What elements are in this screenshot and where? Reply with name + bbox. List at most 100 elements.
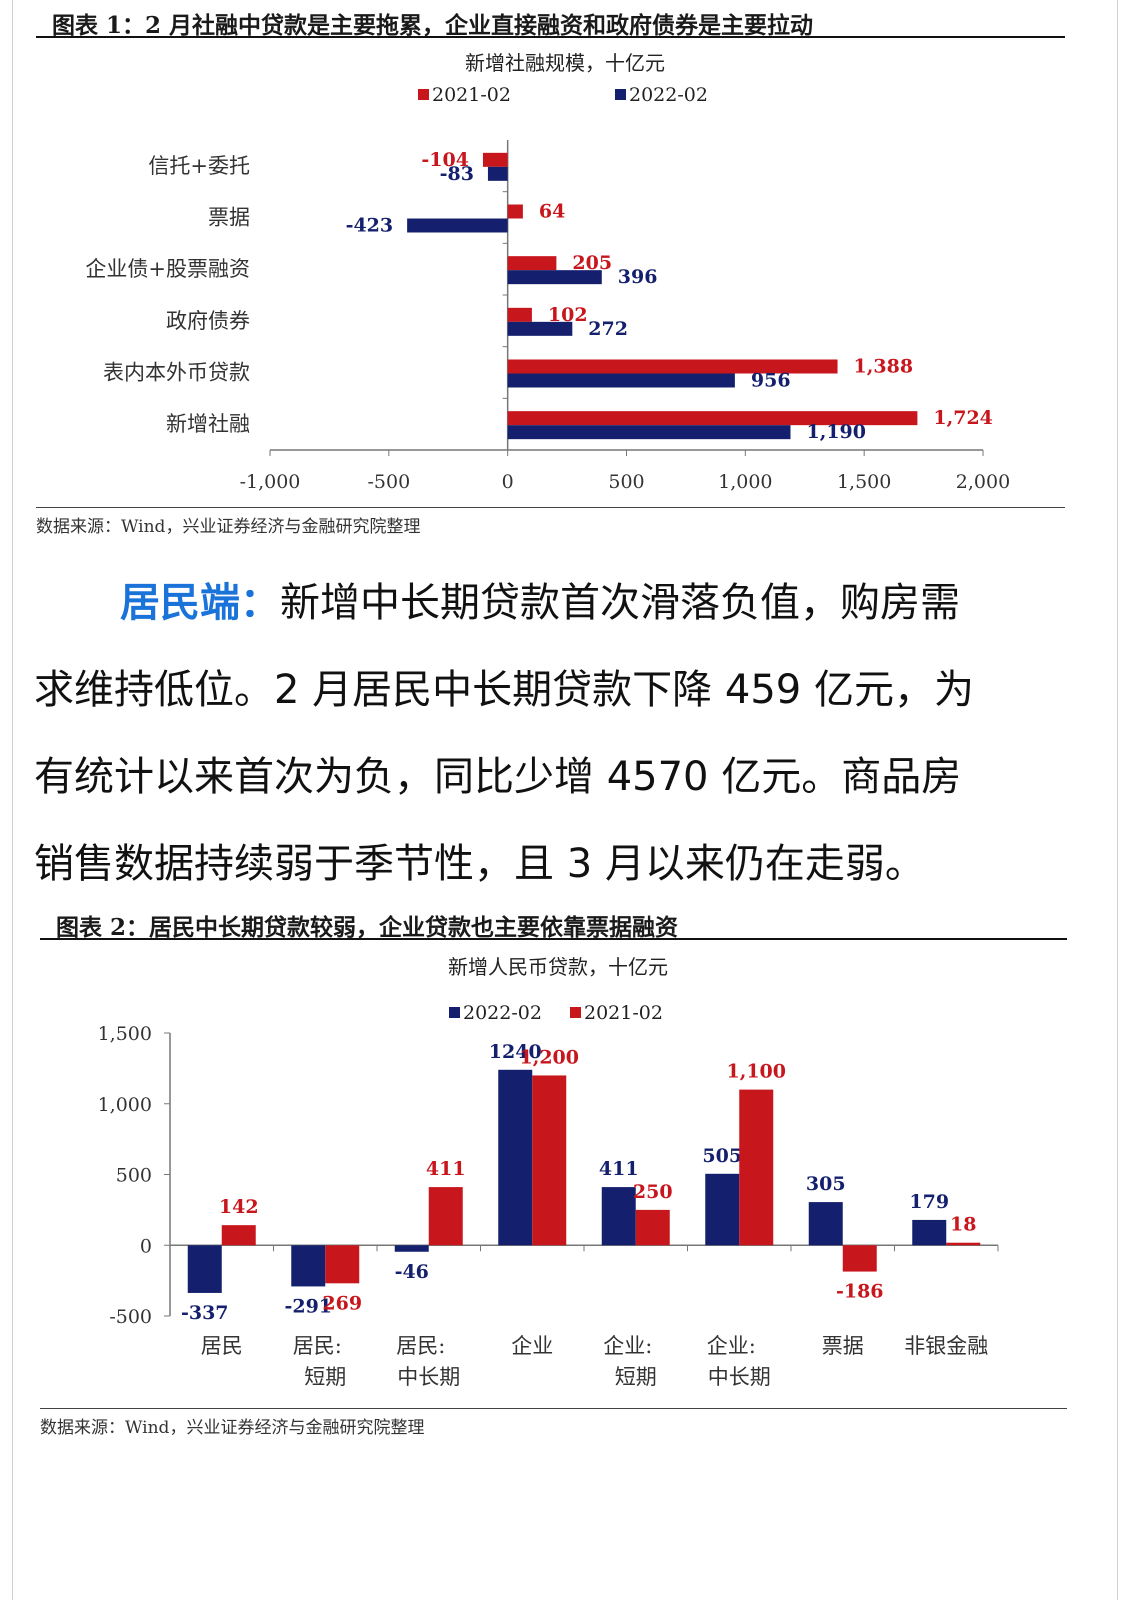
paragraph-line-4: 销售数据持续弱于季节性，且 3 月以来仍在走弱。 — [34, 841, 925, 887]
figure1-data-label: 1,724 — [933, 407, 993, 429]
figure2-bar-2022 — [291, 1245, 326, 1287]
figure2-category-label: 票据 — [822, 1334, 864, 1358]
figure1-bar-2021 — [507, 307, 532, 322]
figure2-data-label: 1,200 — [520, 1046, 580, 1068]
figure1-legend-swatch — [418, 89, 429, 100]
figure2-legend-swatch — [570, 1007, 581, 1018]
figure1-data-label: 396 — [618, 266, 658, 288]
figure2-legend-label: 2022-02 — [463, 1002, 542, 1024]
figure2-legend-label: 2021-02 — [584, 1002, 663, 1024]
figure1-x-tick-label: -1,000 — [240, 471, 301, 493]
figure1-data-label: 102 — [548, 304, 588, 326]
figure2-bar-2021 — [221, 1225, 256, 1246]
figure2-y-tick-label: 1,500 — [98, 1023, 152, 1045]
figure1-data-label: 956 — [751, 370, 791, 392]
figure1-data-label: -423 — [346, 215, 394, 237]
figure2-bar-2021 — [325, 1245, 360, 1284]
paragraph-line-2: 求维持低位。2 月居民中长期贷款下降 459 亿元，为 — [34, 667, 974, 713]
figure1-category-label: 企业债+股票融资 — [85, 257, 250, 281]
figure1-data-label: 272 — [588, 318, 628, 340]
figure2-bar-2022 — [187, 1245, 222, 1293]
figure2-category-label: 短期 — [615, 1365, 657, 1389]
paragraph-line-3: 有统计以来首次为负，同比少增 4570 亿元。商品房 — [34, 754, 962, 800]
figure2-data-label: 411 — [426, 1158, 466, 1180]
figure2-data-label: 250 — [633, 1181, 673, 1203]
figure2-data-label: 269 — [322, 1292, 362, 1314]
figure2-bar-2022 — [498, 1069, 533, 1246]
page-frame-right — [1117, 0, 1118, 1600]
figure1-x-tick-label: 1,500 — [837, 471, 891, 493]
figure1-data-label: -83 — [440, 163, 474, 185]
figure2-bar-2022 — [912, 1219, 947, 1246]
figure2-chart: 新增人民币贷款，十亿元 2022-02 2021-02 -500 0 500 1,000 1,… — [98, 955, 999, 1389]
figure1-x-tick-label: -500 — [367, 471, 410, 493]
figure2-title-rule — [40, 938, 1067, 940]
figure1-legend-swatch — [615, 89, 626, 100]
figure2-bar-2022 — [808, 1202, 843, 1246]
figure2-category-label: 居民 — [201, 1334, 243, 1358]
figure2-source-rule — [40, 1408, 1067, 1409]
figure1-bar-2021 — [507, 204, 523, 219]
figure2-data-label: 505 — [702, 1145, 742, 1167]
figure2-data-label: 142 — [219, 1196, 259, 1218]
figure2-category-label: 企业 — [511, 1334, 553, 1358]
paragraph-text-1: 新增中长期贷款首次滑落负值，购房需 — [280, 580, 960, 626]
figure2-data-label: -186 — [836, 1281, 884, 1303]
figure1-data-label: 1,190 — [806, 421, 866, 443]
figure1-bar-2021 — [482, 152, 508, 167]
paragraph-line-1: 居民端：新增中长期贷款首次滑落负值，购房需 — [34, 570, 1104, 628]
figure2-category-label: 居民: — [293, 1334, 342, 1358]
figure2-bar-2021 — [532, 1075, 567, 1246]
figure2-y-tick-label: 1,000 — [98, 1094, 152, 1116]
figure2-data-label: -337 — [181, 1302, 229, 1324]
figure1-data-label: -104 — [421, 149, 469, 171]
figure2-data-label: 305 — [806, 1173, 846, 1195]
paragraph-lead: 居民端： — [120, 580, 280, 626]
figure2-bar-2021 — [739, 1089, 774, 1246]
figure1-chart: 新增社融规模，十亿元 2021-02 2022-02 -1,000 -500 0 500 1,… — [85, 51, 1010, 493]
figure1-x-tick-label: 500 — [608, 471, 644, 493]
figure1-category-label: 信托+委托 — [148, 154, 250, 178]
figure2-y-tick-label: 0 — [140, 1235, 152, 1257]
figure2-bar-2021 — [428, 1187, 463, 1246]
figure2-data-label: 1240 — [489, 1041, 542, 1063]
figure1-bar-2021 — [507, 256, 557, 271]
figure2-source: 数据来源：Wind，兴业证券经济与金融研究院整理 — [40, 1418, 425, 1438]
figure2-bar-2022 — [601, 1187, 636, 1246]
figure1-data-label: 64 — [539, 201, 565, 223]
figure2-y-tick-label: 500 — [116, 1165, 152, 1187]
figure2-bar-2021 — [842, 1245, 877, 1272]
figure1-title-rule — [36, 36, 1065, 38]
figure2-category-label: 企业: — [707, 1334, 756, 1358]
figure2-data-label: 1,100 — [727, 1061, 787, 1083]
figure2-category-label: 中长期 — [397, 1365, 460, 1389]
figure1-chart-title: 新增社融规模，十亿元 — [465, 51, 665, 75]
figure1-legend-label: 2022-02 — [629, 84, 708, 106]
figure2-data-label: 411 — [599, 1158, 639, 1180]
figure1-category-label: 新增社融 — [166, 412, 250, 436]
figure1-bar-2022 — [487, 166, 508, 181]
figure2-category-label: 居民: — [396, 1334, 445, 1358]
figure2-bar-2022 — [394, 1245, 429, 1252]
figure2-category-label: 中长期 — [708, 1365, 771, 1389]
figure2-y-tick-label: -500 — [109, 1306, 152, 1328]
figure2-chart-title: 新增人民币贷款，十亿元 — [448, 955, 668, 979]
figure1-category-label: 表内本外币贷款 — [103, 361, 250, 385]
figure1-data-label: 1,388 — [854, 356, 914, 378]
figure1-source-rule — [36, 507, 1065, 508]
figure1-bar-2022 — [507, 373, 735, 388]
figure1-bar-2022 — [507, 425, 791, 440]
figure2-category-label: 企业: — [603, 1334, 652, 1358]
figure1-category-label: 政府债券 — [166, 309, 250, 333]
figure2-category-label: 短期 — [304, 1365, 346, 1389]
figure2-data-label: 179 — [909, 1191, 949, 1213]
figure1-bar-2022 — [507, 270, 602, 285]
figure2-bar-2021 — [635, 1209, 670, 1246]
figure1-x-tick-label: 1,000 — [718, 471, 772, 493]
figure1-x-tick-label: 2,000 — [956, 471, 1010, 493]
page-frame-left — [12, 0, 13, 1600]
figure2-title: 图表 2：居民中长期贷款较弱，企业贷款也主要依靠票据融资 — [56, 914, 679, 941]
figure1-bar-2022 — [507, 321, 573, 336]
figure1-title: 图表 1：2 月社融中贷款是主要拖累，企业直接融资和政府债券是主要拉动 — [52, 12, 814, 39]
figure2-bar-2022 — [705, 1173, 740, 1246]
